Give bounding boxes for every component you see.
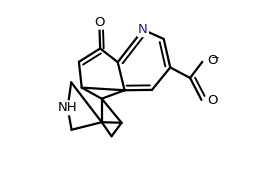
Text: O: O (94, 16, 105, 29)
Text: O: O (208, 55, 218, 67)
Text: O: O (207, 94, 217, 107)
Text: −: − (211, 53, 220, 63)
Text: NH: NH (58, 101, 77, 114)
Text: N: N (138, 23, 148, 36)
